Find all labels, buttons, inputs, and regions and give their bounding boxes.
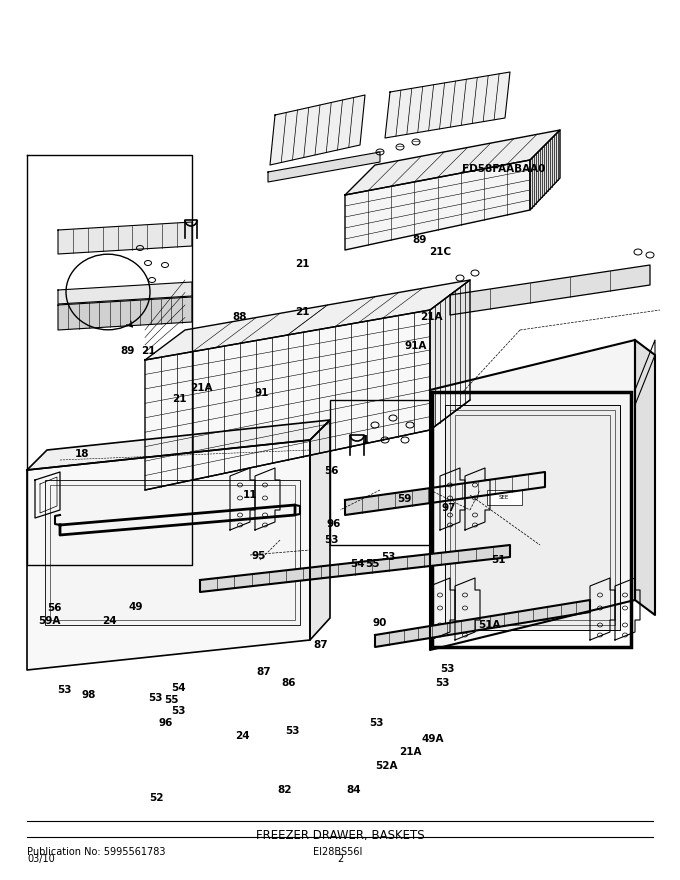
- Text: 24: 24: [235, 730, 250, 741]
- Polygon shape: [58, 222, 192, 254]
- Text: 55: 55: [365, 559, 380, 569]
- Polygon shape: [530, 130, 560, 210]
- Text: 56: 56: [47, 603, 62, 613]
- Polygon shape: [430, 340, 635, 650]
- Text: 21A: 21A: [190, 383, 213, 393]
- Text: FD58FAABAA0: FD58FAABAA0: [462, 164, 545, 174]
- Text: 18: 18: [74, 449, 89, 459]
- Text: 2: 2: [337, 854, 343, 864]
- Text: 21: 21: [294, 307, 309, 318]
- Text: 53: 53: [57, 685, 72, 695]
- Polygon shape: [430, 280, 470, 430]
- Text: 98: 98: [81, 690, 96, 700]
- Text: 49A: 49A: [421, 734, 444, 744]
- Polygon shape: [543, 447, 578, 483]
- Text: 56: 56: [324, 466, 339, 476]
- Text: 87: 87: [256, 667, 271, 678]
- Polygon shape: [145, 280, 470, 360]
- Text: EI28BS56I: EI28BS56I: [313, 847, 362, 857]
- Text: 21A: 21A: [398, 746, 422, 757]
- Polygon shape: [450, 265, 650, 315]
- Text: 54: 54: [350, 559, 365, 569]
- Bar: [45, 480, 300, 625]
- Polygon shape: [27, 440, 310, 670]
- Text: Publication No: 5995561783: Publication No: 5995561783: [27, 847, 166, 857]
- Polygon shape: [375, 600, 590, 647]
- Text: 21: 21: [172, 393, 187, 404]
- Text: 59: 59: [396, 494, 411, 504]
- Bar: [455, 415, 610, 620]
- Text: 89: 89: [412, 235, 427, 246]
- Polygon shape: [60, 505, 295, 535]
- Text: 51A: 51A: [478, 620, 501, 630]
- Polygon shape: [27, 420, 330, 470]
- Text: 82: 82: [277, 785, 292, 796]
- Text: 53: 53: [381, 552, 396, 562]
- Polygon shape: [200, 545, 510, 592]
- Text: 89: 89: [120, 346, 135, 356]
- Bar: [50, 485, 295, 620]
- Polygon shape: [345, 130, 560, 195]
- Text: 59A: 59A: [38, 616, 60, 627]
- Text: FREEZER DRAWER, BASKETS: FREEZER DRAWER, BASKETS: [256, 829, 424, 842]
- Text: 55: 55: [164, 695, 179, 706]
- Polygon shape: [145, 310, 430, 490]
- Text: 96: 96: [158, 718, 173, 729]
- Bar: [445, 405, 620, 630]
- Polygon shape: [635, 340, 655, 615]
- Text: 91: 91: [254, 388, 269, 399]
- Text: 21: 21: [141, 346, 156, 356]
- Text: 52: 52: [149, 793, 164, 803]
- Text: 52A: 52A: [375, 760, 398, 771]
- Text: 1: 1: [362, 435, 369, 445]
- Text: 24: 24: [102, 616, 117, 627]
- Text: 86: 86: [282, 678, 296, 688]
- Text: 53: 53: [171, 706, 186, 716]
- Bar: [330, 400, 565, 545]
- Polygon shape: [345, 160, 530, 250]
- Text: 54: 54: [171, 683, 186, 693]
- Text: 53: 53: [369, 718, 384, 729]
- Polygon shape: [345, 472, 545, 515]
- Text: 88: 88: [233, 312, 248, 322]
- Polygon shape: [58, 297, 192, 330]
- Polygon shape: [385, 72, 510, 138]
- Polygon shape: [58, 282, 192, 304]
- Text: 95: 95: [251, 551, 266, 561]
- Text: 87: 87: [313, 640, 328, 650]
- Text: 53: 53: [148, 693, 163, 703]
- Text: 53: 53: [435, 678, 449, 688]
- Text: SEE: SEE: [499, 495, 509, 500]
- Text: 49: 49: [128, 602, 143, 612]
- Text: 53: 53: [440, 664, 455, 674]
- Text: 21A: 21A: [420, 312, 443, 322]
- Text: 53: 53: [324, 535, 339, 546]
- Text: 51: 51: [491, 554, 506, 565]
- Text: 91A: 91A: [405, 341, 427, 351]
- Text: 11: 11: [243, 489, 258, 500]
- Bar: [432, 392, 631, 647]
- Bar: [487, 490, 522, 505]
- Polygon shape: [268, 152, 380, 182]
- Text: 53: 53: [285, 726, 300, 737]
- Text: 96: 96: [326, 519, 341, 530]
- Text: 84: 84: [346, 785, 361, 796]
- Polygon shape: [270, 95, 365, 165]
- Polygon shape: [310, 420, 330, 640]
- Text: 97: 97: [441, 502, 456, 513]
- Text: 03/10: 03/10: [27, 854, 55, 864]
- Bar: [450, 410, 615, 625]
- Text: 90: 90: [372, 618, 387, 628]
- Text: 21: 21: [294, 259, 309, 269]
- Text: 21C: 21C: [430, 246, 452, 257]
